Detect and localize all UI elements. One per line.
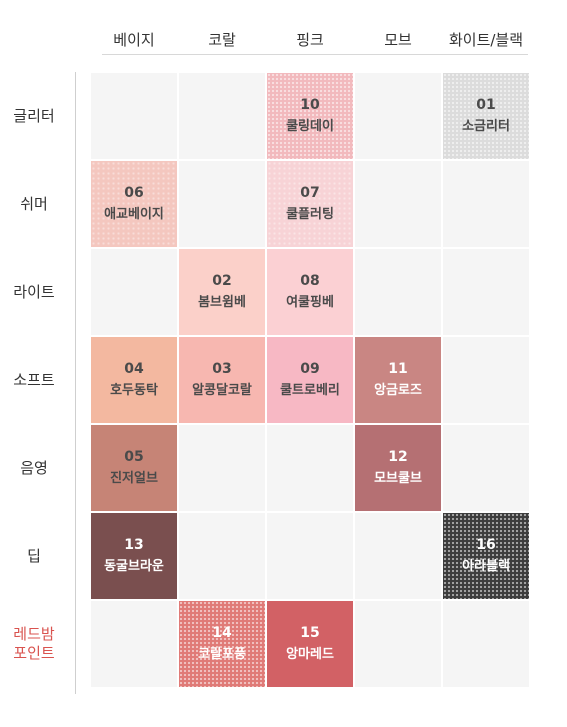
shade-swatch[interactable]: 11 앙금로즈	[355, 337, 441, 423]
shade-swatch[interactable]: 09 쿨트로베리	[267, 337, 353, 423]
empty-cell	[91, 601, 177, 687]
shade-name: 여쿨핑베	[286, 295, 334, 310]
empty-cell	[355, 73, 441, 159]
shade-name: 소금리터	[462, 119, 510, 134]
column-header: 코랄	[208, 31, 236, 49]
empty-cell	[267, 513, 353, 599]
shade-number: 06	[124, 185, 144, 201]
row-header: 쉬머	[0, 195, 68, 214]
empty-cell	[443, 161, 529, 247]
row-header: 음영	[0, 459, 68, 478]
shade-swatch[interactable]: 06 애교베이지	[91, 161, 177, 247]
shade-number: 07	[300, 185, 320, 201]
shade-number: 03	[212, 361, 232, 377]
shade-name: 쿨플러팅	[286, 207, 334, 222]
column-header: 모브	[384, 31, 412, 49]
header-divider	[102, 54, 528, 55]
row-header-line: 글리터	[13, 106, 55, 125]
shade-number: 14	[212, 625, 232, 641]
shade-swatch[interactable]: 05 진저얼브	[91, 425, 177, 511]
shade-number: 11	[388, 361, 408, 377]
empty-cell	[355, 513, 441, 599]
shade-swatch[interactable]: 13 동굴브라운	[91, 513, 177, 599]
shade-swatch[interactable]: 03 알콩달코랄	[179, 337, 265, 423]
row-header-line: 소프트	[13, 370, 55, 389]
shade-name: 진저얼브	[110, 471, 158, 486]
row-header: 글리터	[0, 107, 68, 126]
shade-swatch[interactable]: 16 아라블랙	[443, 513, 529, 599]
shade-number: 01	[476, 97, 496, 113]
empty-cell	[355, 249, 441, 335]
shade-swatch[interactable]: 01 소금리터	[443, 73, 529, 159]
row-header: 딥	[0, 547, 68, 566]
empty-cell	[443, 601, 529, 687]
shade-name: 애교베이지	[104, 207, 164, 222]
shade-swatch[interactable]: 15 앙마레드	[267, 601, 353, 687]
row-header-line: 레드밤	[13, 625, 55, 643]
row-header-divider	[75, 72, 76, 694]
shade-number: 10	[300, 97, 320, 113]
shade-swatch[interactable]: 04 호두동탁	[91, 337, 177, 423]
shade-name: 앙금로즈	[374, 383, 422, 398]
column-header: 베이지	[113, 31, 155, 49]
shade-number: 12	[388, 449, 408, 465]
empty-cell	[267, 425, 353, 511]
empty-cell	[91, 249, 177, 335]
shade-name: 봄브윔베	[198, 295, 246, 310]
shade-name: 아라블랙	[462, 559, 510, 574]
shade-number: 13	[124, 537, 144, 553]
shade-number: 08	[300, 273, 320, 289]
shade-number: 02	[212, 273, 232, 289]
empty-cell	[443, 425, 529, 511]
row-header-line: 쉬머	[20, 194, 48, 213]
column-header: 핑크	[296, 31, 324, 49]
empty-cell	[443, 249, 529, 335]
shade-name: 앙마레드	[286, 647, 334, 662]
shade-name: 모브쿨브	[374, 471, 422, 486]
shade-swatch[interactable]: 02 봄브윔베	[179, 249, 265, 335]
shade-number: 04	[124, 361, 144, 377]
empty-cell	[179, 425, 265, 511]
shade-number: 05	[124, 449, 144, 465]
shade-number: 15	[300, 625, 320, 641]
row-header-line: 라이트	[13, 282, 55, 301]
shade-number: 09	[300, 361, 320, 377]
shade-name: 코랄포풍	[198, 647, 246, 662]
shade-swatch[interactable]: 10 쿨링데이	[267, 73, 353, 159]
shade-swatch[interactable]: 12 모브쿨브	[355, 425, 441, 511]
shade-name: 쿨트로베리	[280, 383, 340, 398]
empty-cell	[355, 161, 441, 247]
empty-cell	[179, 513, 265, 599]
shade-swatch[interactable]: 08 여쿨핑베	[267, 249, 353, 335]
row-header-line: 음영	[20, 458, 48, 477]
row-header: 소프트	[0, 371, 68, 390]
empty-cell	[355, 601, 441, 687]
row-header: 라이트	[0, 283, 68, 302]
shade-name: 호두동탁	[110, 383, 158, 398]
shade-swatch[interactable]: 07 쿨플러팅	[267, 161, 353, 247]
shade-number: 16	[476, 537, 496, 553]
swatch-grid: 10 쿨링데이 01 소금리터 06 애교베이지 07 쿨플러팅 02 봄브윔베 08 여쿨핑베 04 호…	[91, 73, 529, 687]
empty-cell	[179, 161, 265, 247]
row-header-line: 포인트	[13, 644, 55, 662]
empty-cell	[179, 73, 265, 159]
shade-name: 쿨링데이	[286, 119, 334, 134]
shade-swatch[interactable]: 14 코랄포풍	[179, 601, 265, 687]
empty-cell	[91, 73, 177, 159]
empty-cell	[443, 337, 529, 423]
shade-name: 알콩달코랄	[192, 383, 252, 398]
shade-name: 동굴브라운	[104, 559, 164, 574]
row-header: 레드밤 포인트	[0, 625, 68, 663]
column-header: 화이트/블랙	[448, 31, 524, 49]
row-header-line: 딥	[27, 546, 41, 565]
